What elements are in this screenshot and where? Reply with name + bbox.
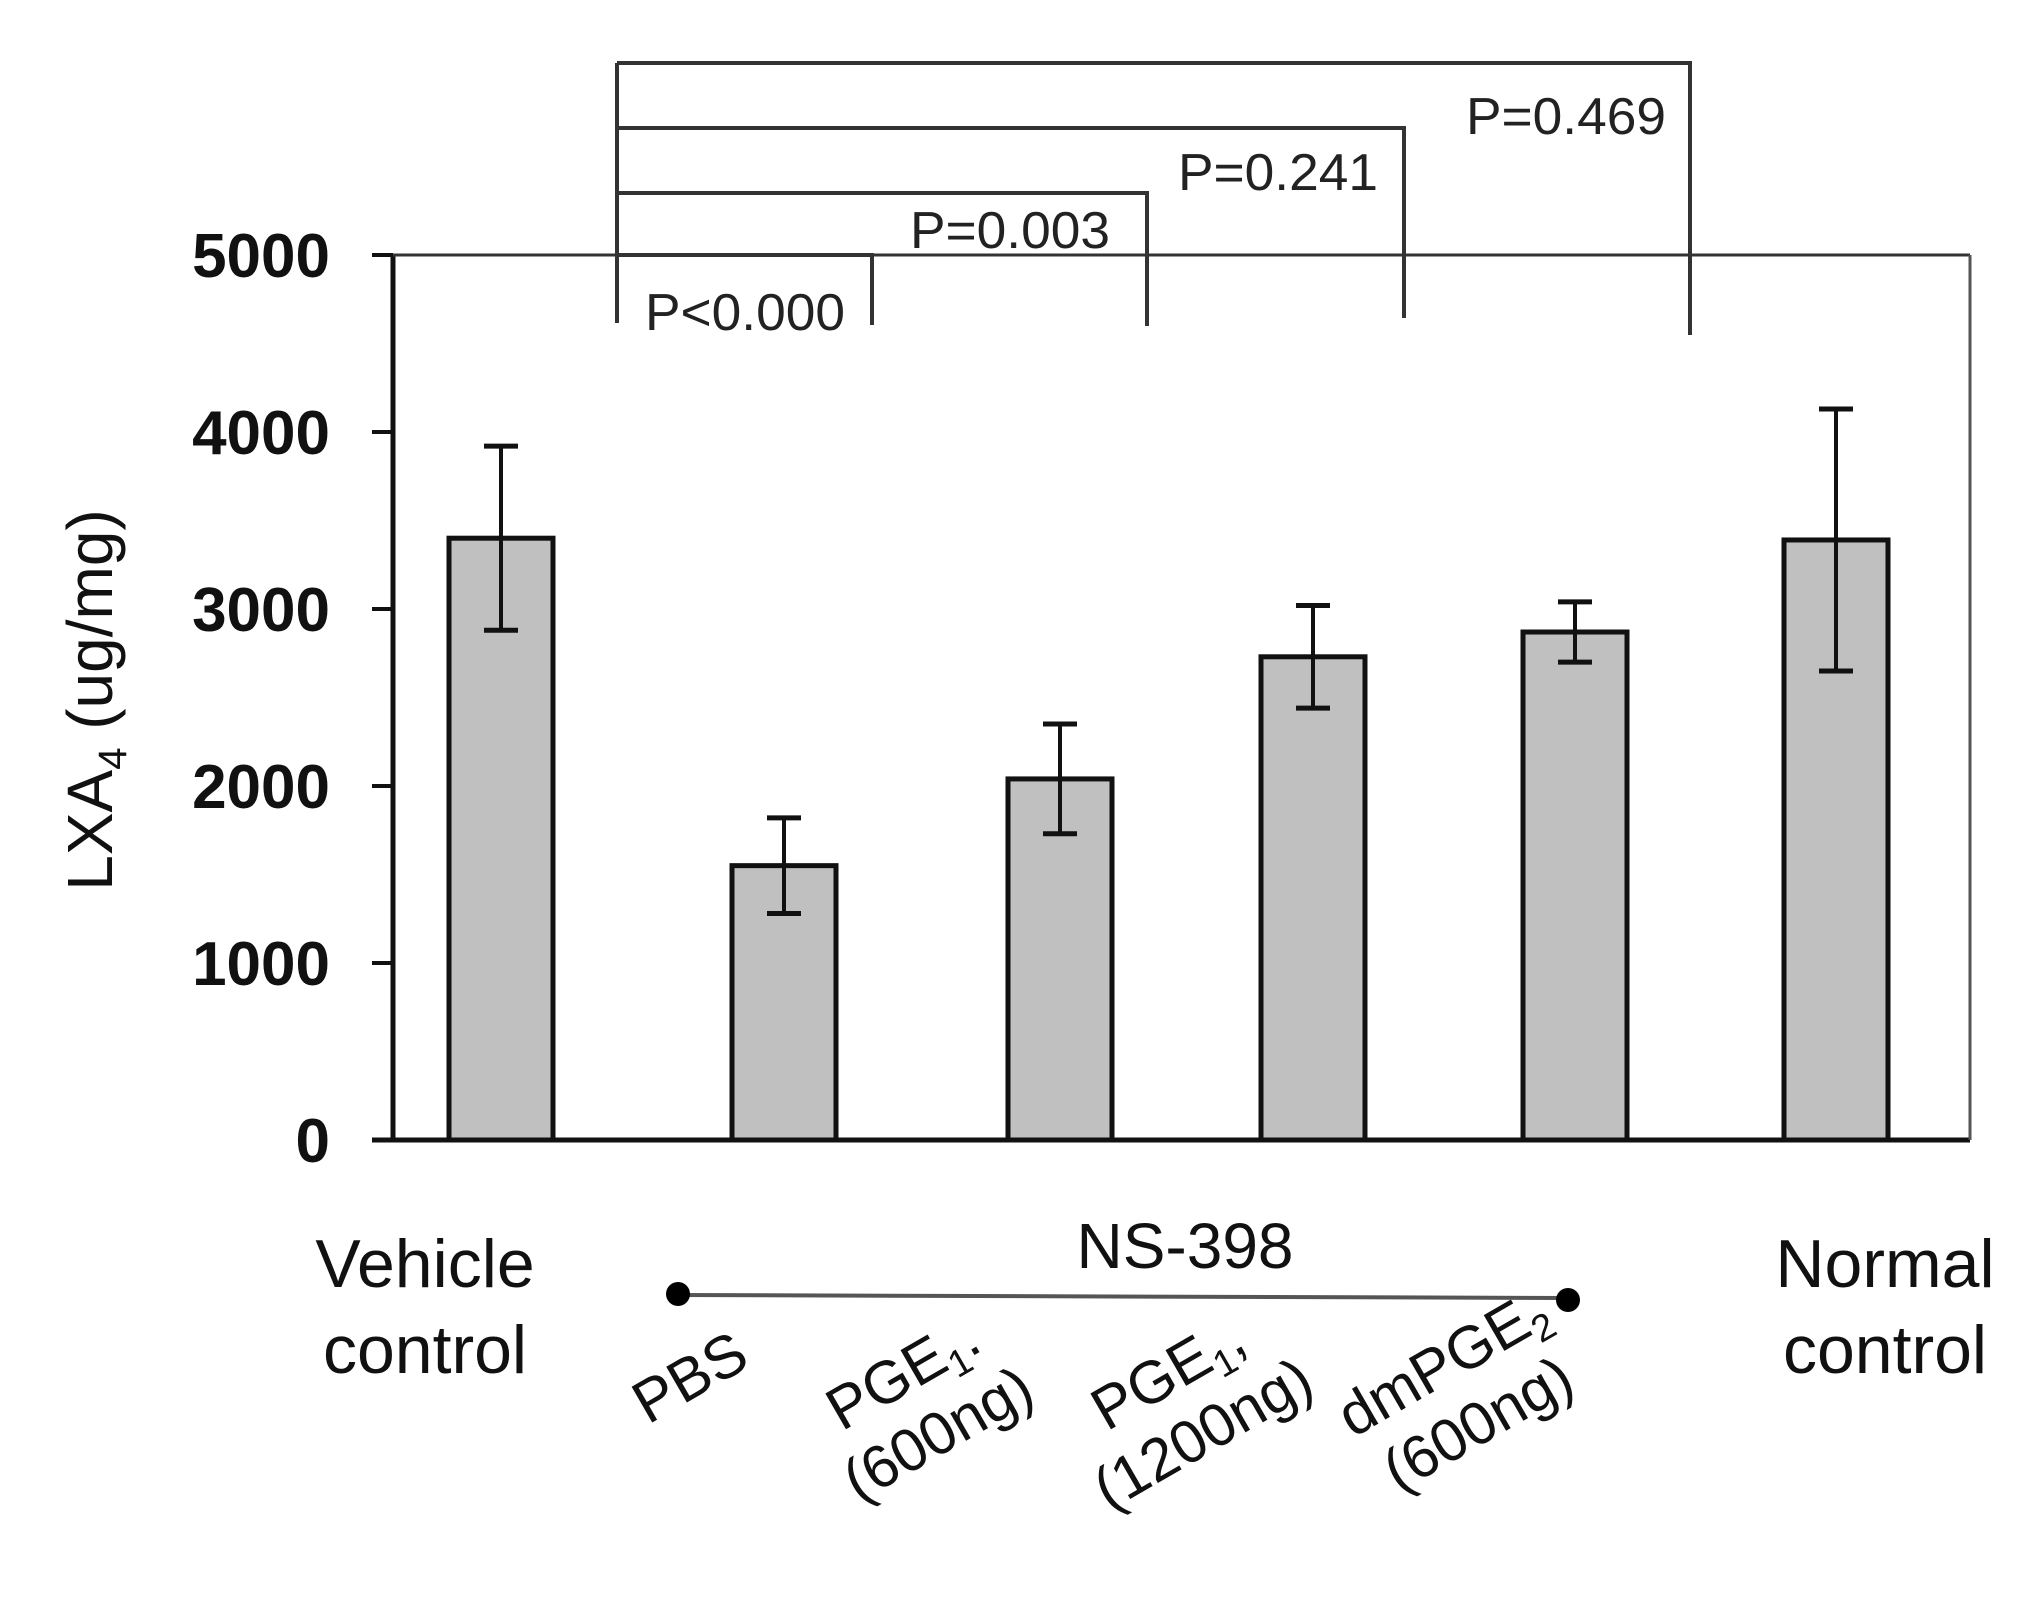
- error-bar: [767, 815, 801, 916]
- y-axis-title: LXA4 (ug/mg): [54, 509, 135, 891]
- group-annotation: NS-398: [666, 1210, 1580, 1312]
- category-label: PGE1,(1200ng): [1080, 1303, 1324, 1523]
- group-span-dot: [1556, 1288, 1580, 1312]
- y-tick-label: 0: [296, 1107, 330, 1176]
- bar: [1520, 599, 1630, 1143]
- error-bar: [1296, 602, 1330, 711]
- error-bar: [484, 443, 518, 633]
- significance-bracket: P=0.003: [617, 191, 1149, 326]
- bar: [1005, 721, 1115, 1143]
- bar: [1781, 406, 1891, 1143]
- category-label: PGE1.(600ng): [815, 1303, 1044, 1514]
- y-tick-label: 4000: [192, 399, 330, 468]
- error-bar: [1819, 406, 1853, 674]
- y-tick-label: 1000: [192, 930, 330, 999]
- svg-text:control: control: [323, 1312, 527, 1388]
- significance-bracket: P=0.241: [617, 126, 1406, 318]
- svg-text:Vehicle: Vehicle: [315, 1226, 534, 1302]
- group-span-dot: [666, 1282, 690, 1306]
- y-tick-label: 3000: [192, 576, 330, 645]
- group-span-line: [677, 1293, 1569, 1300]
- category-label: Vehicle control: [315, 1226, 534, 1388]
- svg-text:LXA4 (ug/mg): LXA4 (ug/mg): [54, 509, 135, 891]
- error-bar: [1558, 599, 1592, 665]
- significance-brackets: P<0.000 P=0.003 P=0.241 P=0.469: [615, 61, 1692, 342]
- y-axis: 0 1000 2000 3000 4000 5000: [192, 222, 393, 1176]
- category-label: PBS: [621, 1318, 758, 1436]
- p-value-label: P=0.003: [910, 202, 1110, 260]
- svg-text:control: control: [1783, 1312, 1987, 1388]
- significance-bracket: P<0.000: [617, 253, 874, 342]
- error-bar: [1043, 721, 1077, 837]
- y-tick-label: 2000: [192, 753, 330, 822]
- p-value-label: P<0.000: [645, 284, 845, 342]
- bars: [446, 406, 1891, 1143]
- bar: [446, 443, 556, 1143]
- category-label: Normal control: [1775, 1226, 1994, 1388]
- bar: [1258, 602, 1368, 1143]
- p-value-label: P=0.469: [1466, 88, 1666, 146]
- svg-text:Normal: Normal: [1775, 1226, 1994, 1302]
- category-label: dmPGE2(600ng): [1326, 1287, 1584, 1505]
- svg-text:PBS: PBS: [621, 1318, 758, 1436]
- y-tick-label: 5000: [192, 222, 330, 291]
- p-value-label: P=0.241: [1178, 144, 1378, 202]
- group-label: NS-398: [1077, 1210, 1294, 1282]
- significance-bracket: P=0.469: [617, 61, 1692, 335]
- plot-frame: [372, 253, 1972, 1143]
- bar: [729, 815, 839, 1143]
